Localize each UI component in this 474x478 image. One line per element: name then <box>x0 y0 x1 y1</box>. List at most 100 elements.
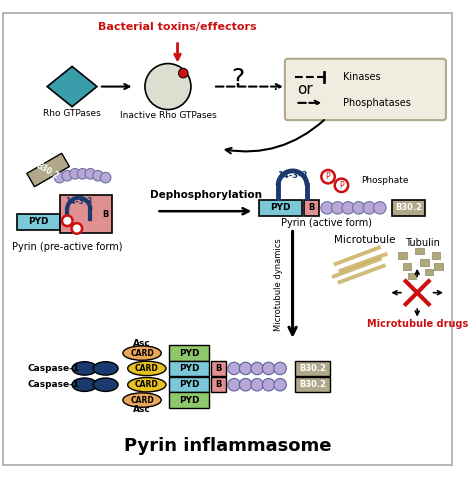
Polygon shape <box>47 66 97 107</box>
Text: 14-3-3: 14-3-3 <box>65 197 92 206</box>
Text: Bacterial toxins/effectors: Bacterial toxins/effectors <box>98 22 257 32</box>
Text: P: P <box>339 181 344 190</box>
Text: Caspase-1: Caspase-1 <box>27 380 79 389</box>
Text: Phosphate: Phosphate <box>361 176 408 185</box>
Circle shape <box>335 179 348 192</box>
Text: B30.2: B30.2 <box>395 203 422 212</box>
Circle shape <box>321 202 333 214</box>
Circle shape <box>363 202 375 214</box>
Bar <box>27 153 69 187</box>
Text: B: B <box>216 364 222 373</box>
Bar <box>304 200 319 216</box>
Text: PYD: PYD <box>179 396 199 404</box>
Text: B30.2: B30.2 <box>299 380 326 389</box>
Circle shape <box>85 169 96 179</box>
Text: B: B <box>102 209 109 218</box>
Ellipse shape <box>123 346 161 360</box>
Bar <box>259 200 302 216</box>
Bar <box>169 346 209 361</box>
Text: Asc: Asc <box>133 405 151 414</box>
Text: ?: ? <box>231 67 245 91</box>
Text: Pyrin (active form): Pyrin (active form) <box>281 217 372 228</box>
Text: B: B <box>216 380 222 389</box>
Text: Kinases: Kinases <box>343 72 381 82</box>
Text: Pyrin (pre-active form): Pyrin (pre-active form) <box>12 242 122 252</box>
Bar <box>432 252 440 259</box>
Circle shape <box>93 171 103 181</box>
Bar <box>392 200 425 216</box>
Circle shape <box>62 216 73 226</box>
Ellipse shape <box>72 378 97 391</box>
Text: PYD: PYD <box>179 348 199 358</box>
Circle shape <box>263 379 275 391</box>
Bar <box>403 263 411 270</box>
Text: PYD: PYD <box>270 203 291 212</box>
Text: PYD: PYD <box>28 217 49 226</box>
Text: 14-3-3: 14-3-3 <box>277 171 308 180</box>
Bar <box>169 361 209 376</box>
Circle shape <box>321 170 335 184</box>
Circle shape <box>55 173 65 183</box>
Circle shape <box>228 379 240 391</box>
Bar <box>211 377 227 392</box>
Circle shape <box>70 169 80 179</box>
Text: Caspase-1: Caspase-1 <box>27 364 79 373</box>
Bar <box>408 272 416 279</box>
Bar <box>425 269 434 275</box>
Bar <box>435 263 443 270</box>
Bar <box>169 392 209 408</box>
Text: Inactive Rho GTPases: Inactive Rho GTPases <box>119 111 216 120</box>
Circle shape <box>239 379 252 391</box>
Text: Microtubule drugs: Microtubule drugs <box>366 319 468 329</box>
Text: Dephosphorylation: Dephosphorylation <box>150 190 262 200</box>
Text: Rho GTPases: Rho GTPases <box>43 109 101 118</box>
Bar <box>211 361 227 376</box>
Ellipse shape <box>93 362 118 375</box>
Text: B30.2: B30.2 <box>34 161 60 181</box>
Ellipse shape <box>72 362 97 375</box>
Circle shape <box>251 379 264 391</box>
Text: Microtubule: Microtubule <box>334 235 395 245</box>
Circle shape <box>353 202 365 214</box>
Bar <box>169 377 209 392</box>
Bar <box>420 259 428 266</box>
Text: B30.2: B30.2 <box>299 364 326 373</box>
Bar <box>398 252 407 259</box>
Text: PYD: PYD <box>179 380 199 389</box>
Text: Pyrin inflammasome: Pyrin inflammasome <box>124 437 331 455</box>
Text: B: B <box>309 203 315 212</box>
Bar <box>415 248 424 254</box>
FancyBboxPatch shape <box>285 59 446 120</box>
Bar <box>295 377 330 392</box>
Text: CARD: CARD <box>135 364 159 373</box>
Text: PYD: PYD <box>179 364 199 373</box>
Text: P: P <box>326 172 330 181</box>
Circle shape <box>179 68 188 78</box>
Ellipse shape <box>128 361 166 376</box>
Text: CARD: CARD <box>135 380 159 389</box>
Text: Asc: Asc <box>133 339 151 348</box>
Ellipse shape <box>93 378 118 391</box>
Text: Phosphatases: Phosphatases <box>343 98 411 108</box>
Circle shape <box>145 64 191 109</box>
Circle shape <box>228 362 240 375</box>
Text: Tubulin: Tubulin <box>404 238 439 248</box>
Bar <box>295 361 330 376</box>
Circle shape <box>331 202 344 214</box>
Text: Microtubule dynamics: Microtubule dynamics <box>273 239 283 331</box>
Circle shape <box>100 173 111 183</box>
Ellipse shape <box>123 393 161 407</box>
Text: or: or <box>297 82 313 97</box>
Circle shape <box>77 169 88 179</box>
Bar <box>18 214 60 230</box>
Text: CARD: CARD <box>130 348 154 358</box>
Circle shape <box>62 171 73 181</box>
Circle shape <box>263 362 275 375</box>
Circle shape <box>342 202 355 214</box>
Circle shape <box>274 379 286 391</box>
Bar <box>60 195 112 233</box>
Circle shape <box>72 223 82 234</box>
Circle shape <box>274 362 286 375</box>
Text: CARD: CARD <box>130 396 154 404</box>
Circle shape <box>251 362 264 375</box>
